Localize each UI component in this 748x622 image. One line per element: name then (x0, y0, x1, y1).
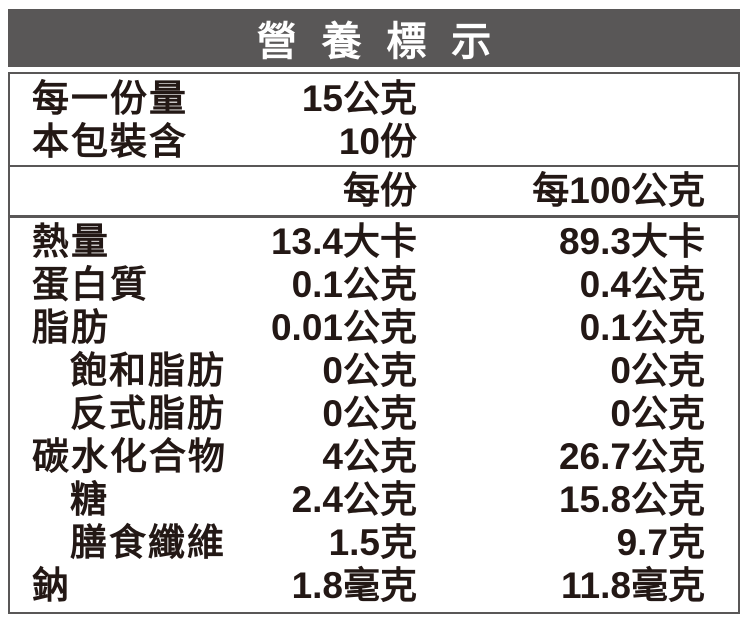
trans-fat-row: 反式脂肪 0公克 0公克 (10, 392, 738, 435)
column-header-section: 每份 每100公克 (10, 167, 738, 215)
fat-per-serving: 0.01公克 (270, 307, 417, 348)
saturated-fat-per-serving: 0公克 (322, 350, 417, 391)
fat-per-100g: 0.1公克 (579, 307, 705, 348)
serving-size-value: 15公克 (301, 78, 417, 119)
carbohydrate-row: 碳水化合物 4公克 26.7公克 (10, 435, 738, 478)
carbohydrate-label: 碳水化合物 (32, 436, 227, 477)
column-header-per-serving: 每份 (343, 170, 417, 211)
calories-label: 熱量 (32, 221, 110, 262)
calories-per-serving: 13.4大卡 (270, 221, 417, 262)
sodium-label: 鈉 (32, 565, 71, 606)
protein-per-100g: 0.4公克 (579, 264, 705, 305)
serving-size-row: 每一份量 15公克 (10, 77, 738, 120)
column-header-per-100g: 每100公克 (532, 170, 705, 211)
trans-fat-per-serving: 0公克 (322, 393, 417, 434)
protein-row: 蛋白質 0.1公克 0.4公克 (10, 263, 738, 306)
title-band: 營養標示 (8, 9, 740, 67)
label-title: 營養標示 (256, 20, 516, 64)
saturated-fat-label: 飽和脂肪 (70, 350, 226, 391)
trans-fat-label: 反式脂肪 (70, 393, 226, 434)
sugar-per-serving: 2.4公克 (291, 479, 417, 520)
divider-serving-header (10, 165, 738, 167)
dietary-fiber-per-100g: 9.7克 (616, 522, 705, 563)
protein-label: 蛋白質 (32, 264, 149, 305)
label-body: 每一份量 15公克 本包裝含 10份 每份 每100公克 熱量 13.4大卡 (8, 72, 740, 614)
calories-per-100g: 89.3大卡 (558, 221, 705, 262)
calories-row: 熱量 13.4大卡 89.3大卡 (10, 220, 738, 263)
servings-per-package-label: 本包裝含 (32, 121, 188, 162)
dietary-fiber-per-serving: 1.5克 (328, 522, 417, 563)
servings-per-package-row: 本包裝含 10份 (10, 120, 738, 163)
protein-per-serving: 0.1公克 (291, 264, 417, 305)
carbohydrate-per-100g: 26.7公克 (558, 436, 705, 477)
divider-header-nutrients (10, 215, 738, 218)
sodium-per-serving: 1.8毫克 (291, 565, 417, 606)
nutrients-section: 熱量 13.4大卡 89.3大卡 蛋白質 0.1公克 0.4公克 脂肪 0.01… (10, 218, 738, 612)
sugar-label: 糖 (70, 479, 109, 520)
dietary-fiber-label: 膳食纖維 (70, 522, 226, 563)
servings-per-package-value: 10份 (338, 121, 417, 162)
saturated-fat-per-100g: 0公克 (610, 350, 705, 391)
fat-label: 脂肪 (32, 307, 110, 348)
saturated-fat-row: 飽和脂肪 0公克 0公克 (10, 349, 738, 392)
trans-fat-per-100g: 0公克 (610, 393, 705, 434)
carbohydrate-per-serving: 4公克 (322, 436, 417, 477)
sugar-row: 糖 2.4公克 15.8公克 (10, 478, 738, 521)
sodium-per-100g: 11.8毫克 (561, 565, 705, 606)
dietary-fiber-row: 膳食纖維 1.5克 9.7克 (10, 521, 738, 564)
column-header-row: 每份 每100公克 (10, 167, 738, 215)
fat-row: 脂肪 0.01公克 0.1公克 (10, 306, 738, 349)
sodium-row: 鈉 1.8毫克 11.8毫克 (10, 564, 738, 607)
serving-info-section: 每一份量 15公克 本包裝含 10份 (10, 74, 738, 165)
serving-size-label: 每一份量 (32, 78, 188, 119)
sugar-per-100g: 15.8公克 (558, 479, 705, 520)
